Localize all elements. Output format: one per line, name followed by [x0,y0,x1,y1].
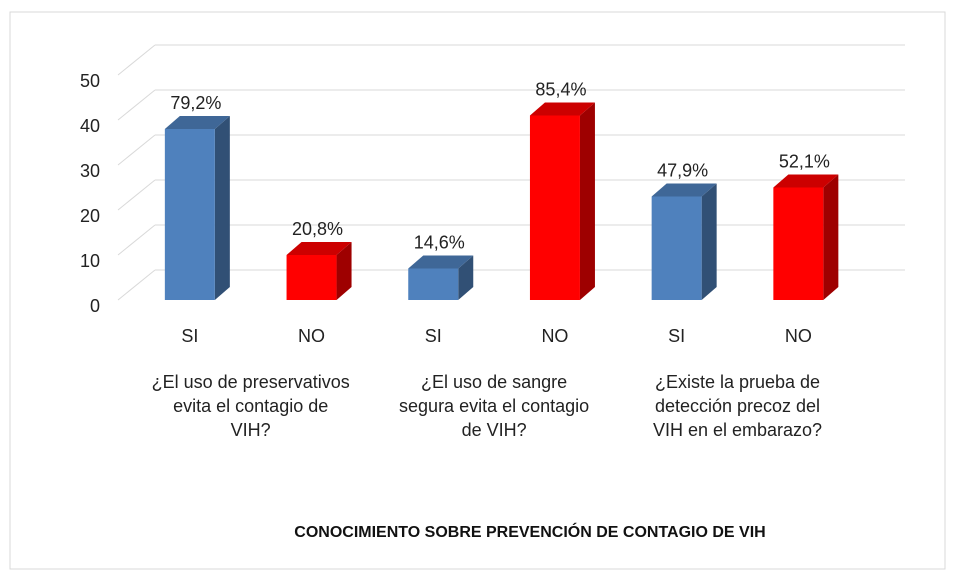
bar-side [458,255,474,300]
grid-line-depth [117,134,156,166]
y-tick-label: 50 [80,71,100,91]
data-label: 20,8% [292,219,343,239]
data-label: 52,1% [779,151,830,171]
bar [408,268,459,300]
x-tick-label: NO [785,326,812,346]
bar-side [336,242,352,300]
bar [651,196,702,300]
chart-title: CONOCIMIENTO SOBRE PREVENCIÓN DE CONTAGI… [294,524,766,541]
frame [9,11,946,570]
x-tick-label: NO [298,326,325,346]
bar-top [773,174,839,188]
grid-line-depth [117,269,156,301]
data-label: 79,2% [170,93,221,113]
bar [286,255,337,300]
bar-side [701,183,717,300]
bar [529,115,580,300]
y-tick-label: 0 [90,296,100,316]
x-tick-label: NO [541,326,568,346]
x-tick-label: SI [668,326,685,346]
data-label: 47,9% [657,160,708,180]
grid-line-depth [117,224,156,256]
x-tick-label: SI [425,326,442,346]
bar-top [164,116,230,129]
bar-top [408,255,474,269]
bar-top [529,102,595,116]
y-tick-label: 40 [80,116,100,136]
y-tick-label: 20 [80,206,100,226]
grid-line-depth [117,89,156,121]
bar-side [823,174,839,300]
grid-line-depth [117,44,156,76]
bar [164,129,215,300]
bar-top [651,183,717,197]
bar-side [579,102,595,300]
bar [773,187,824,300]
data-label: 14,6% [414,232,465,252]
y-tick-label: 30 [80,161,100,181]
group-label: ¿El uso de sangre segura evita el contag… [399,372,590,440]
data-label: 85,4% [535,79,586,99]
group-label: ¿Existe la prueba de detección precoz de… [652,372,823,440]
x-tick-label: SI [181,326,198,346]
bar-top [286,242,352,255]
bar-side [214,116,230,300]
group-label: ¿El uso de preservativos evita el contag… [151,372,350,440]
grid-line-depth [117,179,156,211]
y-tick-label: 10 [80,251,100,271]
